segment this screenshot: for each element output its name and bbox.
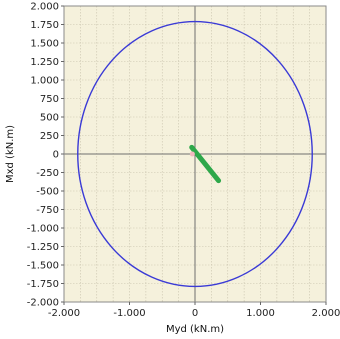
y-tick-label: -1.500 [27,261,59,272]
y-axis-title: Mxd (kN.m) [5,125,16,183]
y-tick-label: 1.500 [30,39,59,50]
y-tick-label: 500 [40,113,59,124]
x-axis-title: Myd (kN.m) [166,324,224,335]
y-tick-label: -250 [36,168,59,179]
y-tick-label: -1.250 [27,242,59,253]
tick-labels: -2.000 -1.000 0 1.000 2.000 2.000 1.750 1.500 1.… [27,2,340,320]
interaction-curve [77,20,313,288]
y-tick-label: 1.750 [30,20,59,31]
x-tick-label: -2.000 [48,308,80,319]
y-tick-label: -500 [36,187,59,198]
y-tick-label: 1.000 [30,76,59,87]
y-tick-label: -1.000 [27,224,59,235]
series-layer [77,20,313,288]
y-tick-label: -1.750 [27,279,59,290]
x-tick-label: 1.000 [246,308,275,319]
y-tick-label: 750 [40,94,59,105]
load-point-marker [189,151,195,157]
load-path-segment [189,144,222,184]
y-tick-label: 1.250 [30,57,59,68]
y-tick-label: -750 [36,205,59,216]
x-tick-label: 0 [192,308,198,319]
y-tick-label: 250 [40,131,59,142]
x-tick-label: 2.000 [312,308,340,319]
x-tick-label: -1.000 [113,308,145,319]
y-tick-label: 0 [53,150,59,161]
y-tick-label: -2.000 [27,298,59,309]
y-tick-label: 2.000 [30,2,59,13]
